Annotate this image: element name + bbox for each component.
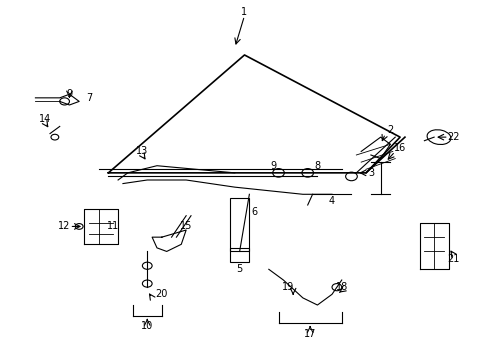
Text: 12: 12 bbox=[58, 221, 71, 231]
Text: 16: 16 bbox=[393, 143, 406, 153]
Text: 11: 11 bbox=[107, 221, 119, 231]
Text: 10: 10 bbox=[141, 321, 153, 332]
Text: 3: 3 bbox=[367, 168, 373, 178]
Text: 20: 20 bbox=[155, 289, 168, 299]
Text: 14: 14 bbox=[39, 114, 51, 124]
Text: 22: 22 bbox=[447, 132, 459, 142]
Text: 1: 1 bbox=[241, 7, 247, 17]
Text: 9: 9 bbox=[270, 161, 276, 171]
Text: 21: 21 bbox=[447, 253, 459, 264]
Text: 17: 17 bbox=[304, 329, 316, 339]
Text: 7: 7 bbox=[85, 93, 92, 103]
Text: 15: 15 bbox=[180, 221, 192, 231]
Text: 6: 6 bbox=[251, 207, 257, 217]
Text: 18: 18 bbox=[335, 282, 347, 292]
Text: 2: 2 bbox=[386, 125, 393, 135]
Text: 5: 5 bbox=[236, 264, 242, 274]
Text: 4: 4 bbox=[328, 197, 334, 206]
Text: 9: 9 bbox=[66, 89, 72, 99]
Text: 13: 13 bbox=[136, 147, 148, 157]
Text: 8: 8 bbox=[314, 161, 320, 171]
Text: 19: 19 bbox=[282, 282, 294, 292]
